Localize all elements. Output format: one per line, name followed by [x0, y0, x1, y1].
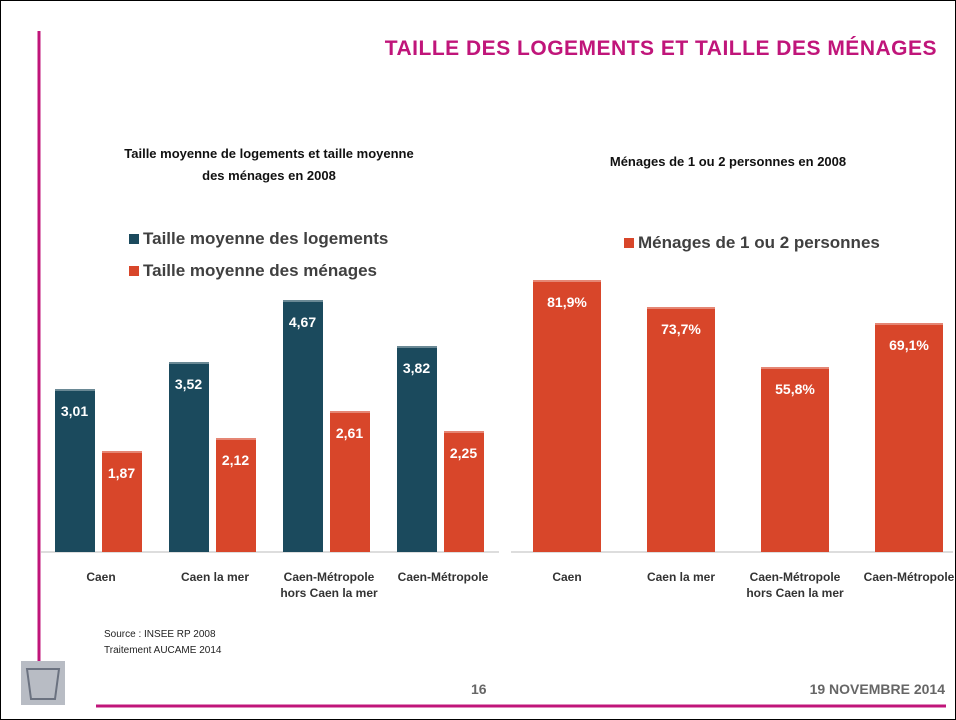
- source: Source : INSEE RP 2008 Traitement AUCAME…: [104, 627, 221, 659]
- value-label: 1,87: [107, 465, 136, 482]
- x-tick-label: Caen-Métropole: [397, 570, 489, 584]
- x-tick-label: Caen: [552, 570, 582, 584]
- chart-title: Ménages de 1 ou 2 personnes en 2008: [609, 154, 847, 169]
- slide-title: TAILLE DES LOGEMENTS ET TAILLE DES MÉNAG…: [384, 37, 937, 60]
- bar: [761, 366, 829, 552]
- legend-label: Taille moyenne des ménages: [143, 261, 377, 280]
- value-label: 3,01: [60, 403, 89, 420]
- value-label: 3,52: [174, 375, 203, 392]
- value-label: 55,8%: [775, 380, 815, 397]
- bar: [533, 280, 601, 552]
- legend-swatch: [129, 266, 139, 276]
- value-label: 2,61: [335, 425, 364, 442]
- value-label: 4,67: [288, 313, 317, 330]
- value-label: 2,25: [449, 444, 478, 461]
- legend-item: Taille moyenne des logements: [129, 229, 388, 249]
- x-tick-label: Caen-Métropole hors Caen la mer: [280, 570, 378, 600]
- bar: [54, 389, 95, 552]
- chart-title: Taille moyenne de logements et taille mo…: [124, 146, 414, 183]
- legend-item: Ménages de 1 ou 2 personnes: [624, 233, 880, 253]
- date: 19 NOVEMBRE 2014: [809, 681, 945, 697]
- bar: [647, 307, 715, 552]
- value-label: 81,9%: [547, 294, 587, 311]
- source-line: Source : INSEE RP 2008: [104, 629, 216, 640]
- bar: [443, 430, 484, 552]
- value-label: 3,82: [402, 359, 431, 376]
- x-tick-label: Caen: [86, 570, 116, 584]
- value-label: 2,12: [221, 451, 250, 468]
- legend-label: Ménages de 1 ou 2 personnes: [638, 233, 880, 252]
- value-label: 69,1%: [889, 336, 929, 353]
- bar: [875, 322, 943, 552]
- x-tick-label: Caen-Métropole: [863, 570, 955, 584]
- bar: [168, 361, 209, 552]
- legend-swatch: [129, 234, 139, 244]
- x-tick-label: Caen-Métropole hors Caen la mer: [746, 570, 844, 600]
- bar: [101, 451, 142, 552]
- x-tick-label: Caen la mer: [646, 570, 716, 584]
- source-line: Traitement AUCAME 2014: [104, 645, 222, 656]
- page-number: 16: [471, 681, 487, 697]
- x-tick-label: Caen la mer: [180, 570, 250, 584]
- bar: [282, 299, 323, 552]
- legend-swatch: [624, 238, 634, 248]
- legend-label: Taille moyenne des logements: [143, 229, 389, 248]
- legend-item: Taille moyenne des ménages: [129, 261, 377, 281]
- bar: [329, 411, 370, 552]
- bar: [215, 437, 256, 552]
- value-label: 73,7%: [661, 321, 701, 338]
- bar: [396, 345, 437, 552]
- logo: [25, 668, 61, 700]
